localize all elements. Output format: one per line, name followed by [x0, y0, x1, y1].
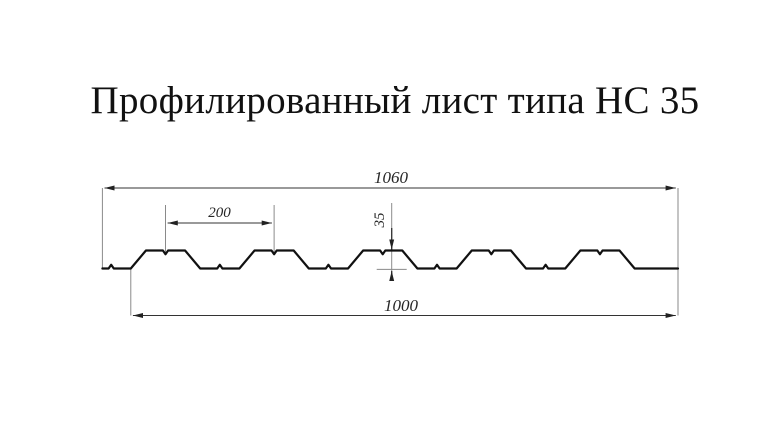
svg-text:1000: 1000	[384, 296, 419, 315]
svg-text:1060: 1060	[374, 168, 409, 187]
svg-text:35: 35	[372, 212, 388, 229]
svg-text:200: 200	[208, 205, 231, 221]
